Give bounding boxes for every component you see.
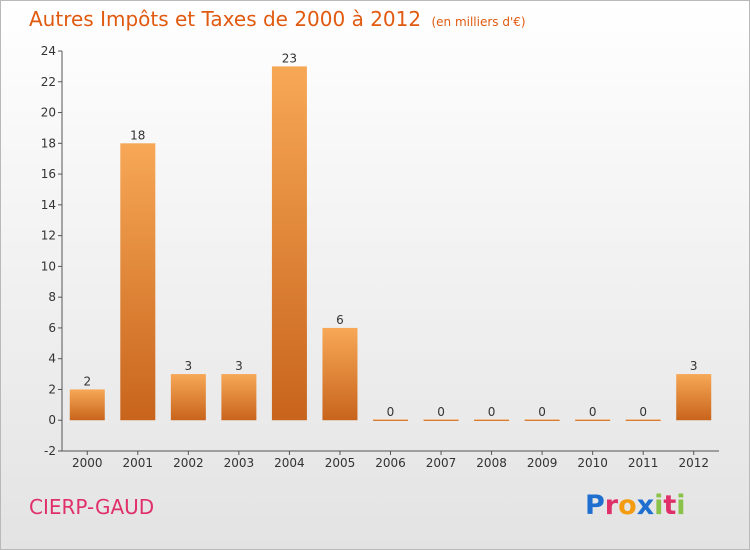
bar	[170, 374, 206, 421]
x-tick-label: 2011	[628, 456, 659, 470]
y-tick-label: 12	[41, 229, 56, 243]
bar-value-label: 0	[639, 405, 647, 419]
bar	[575, 419, 611, 421]
chart-title-text: Autres Impôts et Taxes de 2000 à 2012	[29, 7, 422, 31]
y-tick-label: 10	[41, 259, 56, 273]
x-tick-label: 2003	[224, 456, 255, 470]
proxiti-logo: Proxiti	[585, 490, 686, 521]
y-tick-label: 4	[48, 352, 56, 366]
y-tick-label: 24	[41, 44, 56, 58]
bars	[69, 66, 712, 421]
bar	[373, 419, 408, 421]
bar-value-label: 0	[589, 405, 597, 419]
bar-value-label: 3	[235, 359, 243, 373]
y-tick-label: 8	[48, 290, 56, 304]
bar-value-label: 0	[488, 405, 496, 419]
bar-value-label: 0	[437, 405, 445, 419]
x-tick-label: 2000	[72, 456, 103, 470]
y-tick-label: 0	[48, 413, 56, 427]
x-tick-label: 2007	[426, 456, 457, 470]
y-tick-label: 6	[48, 321, 56, 335]
logo-letter: r	[604, 490, 619, 521]
data-labels: 2 18 3 3 23 6 0 0 0 0 0 0 3	[83, 51, 697, 419]
bar-value-label: 6	[336, 313, 344, 327]
bar	[625, 419, 661, 421]
bar-value-label: 3	[185, 359, 193, 373]
x-tick-label: 2012	[678, 456, 709, 470]
bar-value-label: 0	[387, 405, 395, 419]
bar	[322, 327, 358, 421]
y-tick-label: 14	[41, 198, 56, 212]
logo-letter: i	[654, 490, 664, 521]
y-tick-label: 2	[48, 382, 56, 396]
commune-name: CIERP-GAUD	[29, 495, 155, 519]
x-tick-label: 2004	[274, 456, 305, 470]
bar	[69, 389, 105, 421]
y-tick-label: 18	[41, 136, 56, 150]
bar-value-label: 18	[130, 128, 145, 142]
x-tick-label: 2010	[577, 456, 608, 470]
y-tick-label: 22	[41, 75, 56, 89]
bar	[676, 374, 712, 421]
logo-letter: o	[618, 490, 637, 521]
logo-letter: x	[636, 490, 655, 521]
bar-value-label: 23	[282, 51, 297, 65]
bar-value-label: 2	[83, 374, 91, 388]
bar	[120, 143, 156, 421]
bar-value-label: 3	[690, 359, 698, 373]
y-tick-label: -2	[44, 444, 56, 458]
logo-letter: i	[676, 490, 686, 521]
bar	[474, 419, 510, 421]
logo-letter: t	[663, 490, 677, 521]
x-tick-label: 2009	[527, 456, 558, 470]
chart-unit: (en milliers d'€)	[431, 15, 526, 29]
x-tick-label: 2001	[123, 456, 154, 470]
bar	[524, 419, 560, 421]
logo-letter: P	[585, 490, 605, 521]
bar-value-label: 0	[538, 405, 546, 419]
bar	[271, 66, 307, 421]
bar	[221, 374, 257, 421]
chart-title: Autres Impôts et Taxes de 2000 à 2012 (e…	[29, 7, 526, 31]
y-tick-label: 16	[41, 167, 56, 181]
x-tick-label: 2002	[173, 456, 204, 470]
y-tick-label: 20	[41, 106, 56, 120]
x-tick-label: 2005	[325, 456, 356, 470]
bar	[423, 419, 459, 421]
x-tick-label: 2006	[375, 456, 406, 470]
x-tick-label: 2008	[476, 456, 507, 470]
